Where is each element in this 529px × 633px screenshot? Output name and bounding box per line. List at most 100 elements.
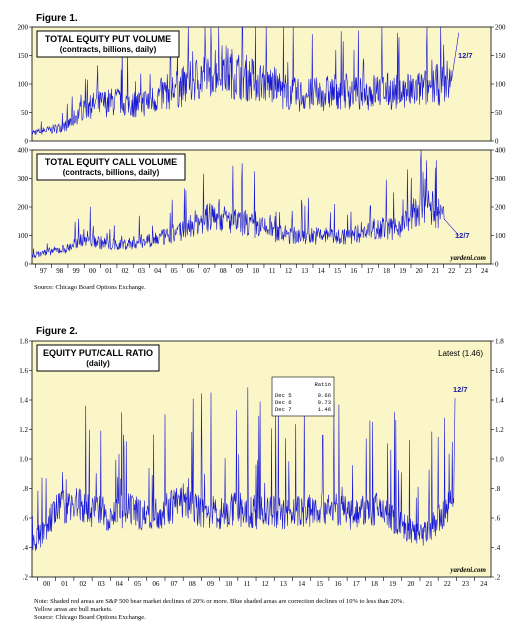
x-tick-label: 20 (407, 580, 415, 588)
y-tick-label: .6 (495, 515, 501, 523)
x-tick-label: 10 (252, 267, 260, 275)
x-tick-label: 22 (444, 580, 452, 588)
x-tick-label: 02 (80, 580, 88, 588)
put-volume-subtitle: (contracts, billions, daily) (60, 45, 157, 54)
x-tick-label: 06 (152, 580, 160, 588)
call-volume-title-box (36, 153, 186, 181)
x-tick-label: 02 (122, 267, 130, 275)
x-tick-label: 24 (481, 267, 489, 275)
y-tick-label: .4 (495, 544, 501, 552)
x-tick-label: 18 (383, 267, 391, 275)
x-tick-label: 21 (432, 267, 440, 275)
x-tick-label: 24 (480, 580, 488, 588)
x-tick-label: 06 (187, 267, 195, 275)
y-tick-label: 1.4 (495, 397, 504, 405)
y-tick-label: 100 (18, 232, 29, 240)
x-tick-label: 13 (301, 267, 309, 275)
y-tick-label: 200 (495, 24, 506, 32)
figure1-title: Figure 1. (36, 13, 78, 24)
x-tick-label: 23 (462, 580, 470, 588)
x-tick-label: 19 (399, 267, 407, 275)
y-tick-label: 150 (495, 52, 506, 60)
x-tick-label: 19 (389, 580, 397, 588)
y-tick-label: 0 (495, 138, 499, 146)
call-volume-subtitle: (contracts, billions, daily) (63, 168, 160, 177)
x-tick-label: 01 (105, 267, 113, 275)
x-tick-label: 15 (334, 267, 342, 275)
y-tick-label: 200 (18, 24, 29, 32)
call-volume-x-axis: 97 98 99 00 01 02 03 04 05 06 07 08 09 10 11 12 13 14 15 16… (34, 264, 489, 275)
y-tick-label: 1.0 (19, 456, 28, 464)
x-tick-label: 10 (225, 580, 233, 588)
y-tick-label: .6 (23, 515, 29, 523)
figure1-source: Source: Chicago Board Options Exchange. (34, 284, 146, 291)
y-tick-label: 0 (495, 261, 499, 269)
y-tick-label: .8 (495, 485, 501, 493)
x-tick-label: 04 (154, 267, 162, 275)
call-volume-annotation: 12/7 (455, 231, 470, 240)
put-volume-annotation: 12/7 (458, 51, 473, 60)
x-tick-label: 99 (73, 267, 81, 275)
y-tick-label: 1.2 (495, 426, 504, 434)
y-tick-label: 1.4 (19, 397, 28, 405)
y-tick-label: .8 (23, 485, 29, 493)
x-tick-label: 22 (448, 267, 456, 275)
x-tick-label: 05 (171, 267, 179, 275)
figure2-note: Note: Shaded red areas are S&P 500 bear … (34, 598, 404, 605)
y-tick-label: 1.8 (495, 338, 504, 346)
call-volume-line (31, 149, 460, 259)
y-tick-label: 50 (21, 109, 29, 117)
x-tick-label: 23 (465, 267, 473, 275)
put-volume-title-box (36, 30, 180, 58)
x-tick-label: 12 (285, 267, 293, 275)
x-tick-label: 13 (280, 580, 288, 588)
ratio-table: Ratio Dec 5 0.66 Dec 6 0.73 Dec 7 1.46 (271, 376, 335, 417)
y-tick-label: 0 (25, 261, 29, 269)
ratio-subtitle: (daily) (86, 359, 110, 368)
x-tick-label: 00 (43, 580, 51, 588)
y-tick-label: .2 (495, 574, 501, 582)
x-tick-label: 07 (203, 267, 211, 275)
y-tick-label: 1.0 (495, 456, 504, 464)
x-tick-label: 07 (171, 580, 179, 588)
x-tick-label: 16 (335, 580, 343, 588)
y-tick-label: 1.8 (19, 338, 28, 346)
x-tick-label: 05 (134, 580, 142, 588)
y-tick-label: 100 (495, 81, 506, 89)
ratio-table-date: Dec 7 (275, 406, 292, 413)
y-tick-label: 150 (18, 52, 29, 60)
brand-label-fig2: yardeni.com (449, 566, 486, 574)
x-tick-label: 11 (244, 580, 251, 588)
put-volume-panel: 0 0 50 50 100 100 150 150 200 200 TOTAL EQUITY PU… (18, 24, 507, 146)
put-call-ratio-panel: .2 .2 .4 .4 .6 .6 .8 .8 1.0 1.0 1.2 1.2 1.4 1.4 1.6 1.6… (19, 338, 504, 589)
y-tick-label: 1.6 (495, 367, 504, 375)
x-tick-label: 16 (350, 267, 358, 275)
x-tick-label: 03 (138, 267, 146, 275)
y-tick-label: 1.6 (19, 367, 28, 375)
ratio-table-value: 1.46 (318, 406, 331, 413)
ratio-table-date: Dec 6 (275, 399, 292, 406)
x-tick-label: 04 (116, 580, 124, 588)
brand-label-fig1: yardeni.com (449, 254, 486, 262)
call-volume-title: TOTAL EQUITY CALL VOLUME (45, 157, 177, 167)
y-tick-label: 400 (495, 147, 506, 155)
y-tick-label: 100 (495, 232, 506, 240)
ratio-table-value: 0.73 (318, 399, 331, 406)
ratio-table-header: Ratio (314, 381, 331, 388)
y-tick-label: .4 (23, 544, 29, 552)
x-tick-label: 18 (371, 580, 379, 588)
ratio-x-axis: 00 01 02 03 04 05 06 07 08 09 10 11 12 13 14 15 16 17 18 19… (37, 577, 488, 588)
x-tick-label: 01 (61, 580, 69, 588)
y-tick-label: 200 (18, 204, 29, 212)
x-tick-label: 17 (353, 580, 361, 588)
y-tick-label: 100 (18, 81, 29, 89)
x-tick-label: 98 (56, 267, 64, 275)
figure2-source: Source: Chicago Board Options Exchange. (34, 614, 146, 621)
x-tick-label: 09 (207, 580, 215, 588)
ratio-title-box (36, 344, 160, 372)
put-volume-y-axis: 0 0 50 50 100 100 150 150 200 200 (18, 24, 507, 146)
x-tick-label: 12 (262, 580, 270, 588)
put-volume-line (31, 26, 460, 136)
x-tick-label: 20 (416, 267, 424, 275)
y-tick-label: 50 (495, 109, 503, 117)
